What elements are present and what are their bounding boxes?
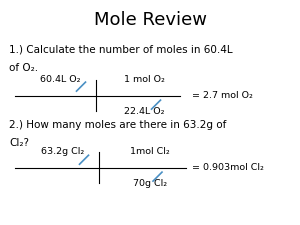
Text: Mole Review: Mole Review bbox=[94, 11, 206, 29]
Text: 70g Cl₂: 70g Cl₂ bbox=[133, 179, 167, 188]
Text: = 2.7 mol O₂: = 2.7 mol O₂ bbox=[192, 91, 253, 100]
Text: 60.4L O₂: 60.4L O₂ bbox=[40, 75, 80, 84]
Text: Cl₂?: Cl₂? bbox=[9, 138, 29, 148]
Text: 1 mol O₂: 1 mol O₂ bbox=[124, 75, 164, 84]
Text: of O₂.: of O₂. bbox=[9, 63, 38, 73]
Text: 2.) How many moles are there in 63.2g of: 2.) How many moles are there in 63.2g of bbox=[9, 120, 226, 130]
Text: 1.) Calculate the number of moles in 60.4L: 1.) Calculate the number of moles in 60.… bbox=[9, 45, 232, 55]
Text: 22.4L O₂: 22.4L O₂ bbox=[124, 107, 164, 116]
Text: 63.2g Cl₂: 63.2g Cl₂ bbox=[41, 147, 85, 156]
Text: 1mol Cl₂: 1mol Cl₂ bbox=[130, 147, 170, 156]
Text: = 0.903mol Cl₂: = 0.903mol Cl₂ bbox=[192, 163, 264, 172]
